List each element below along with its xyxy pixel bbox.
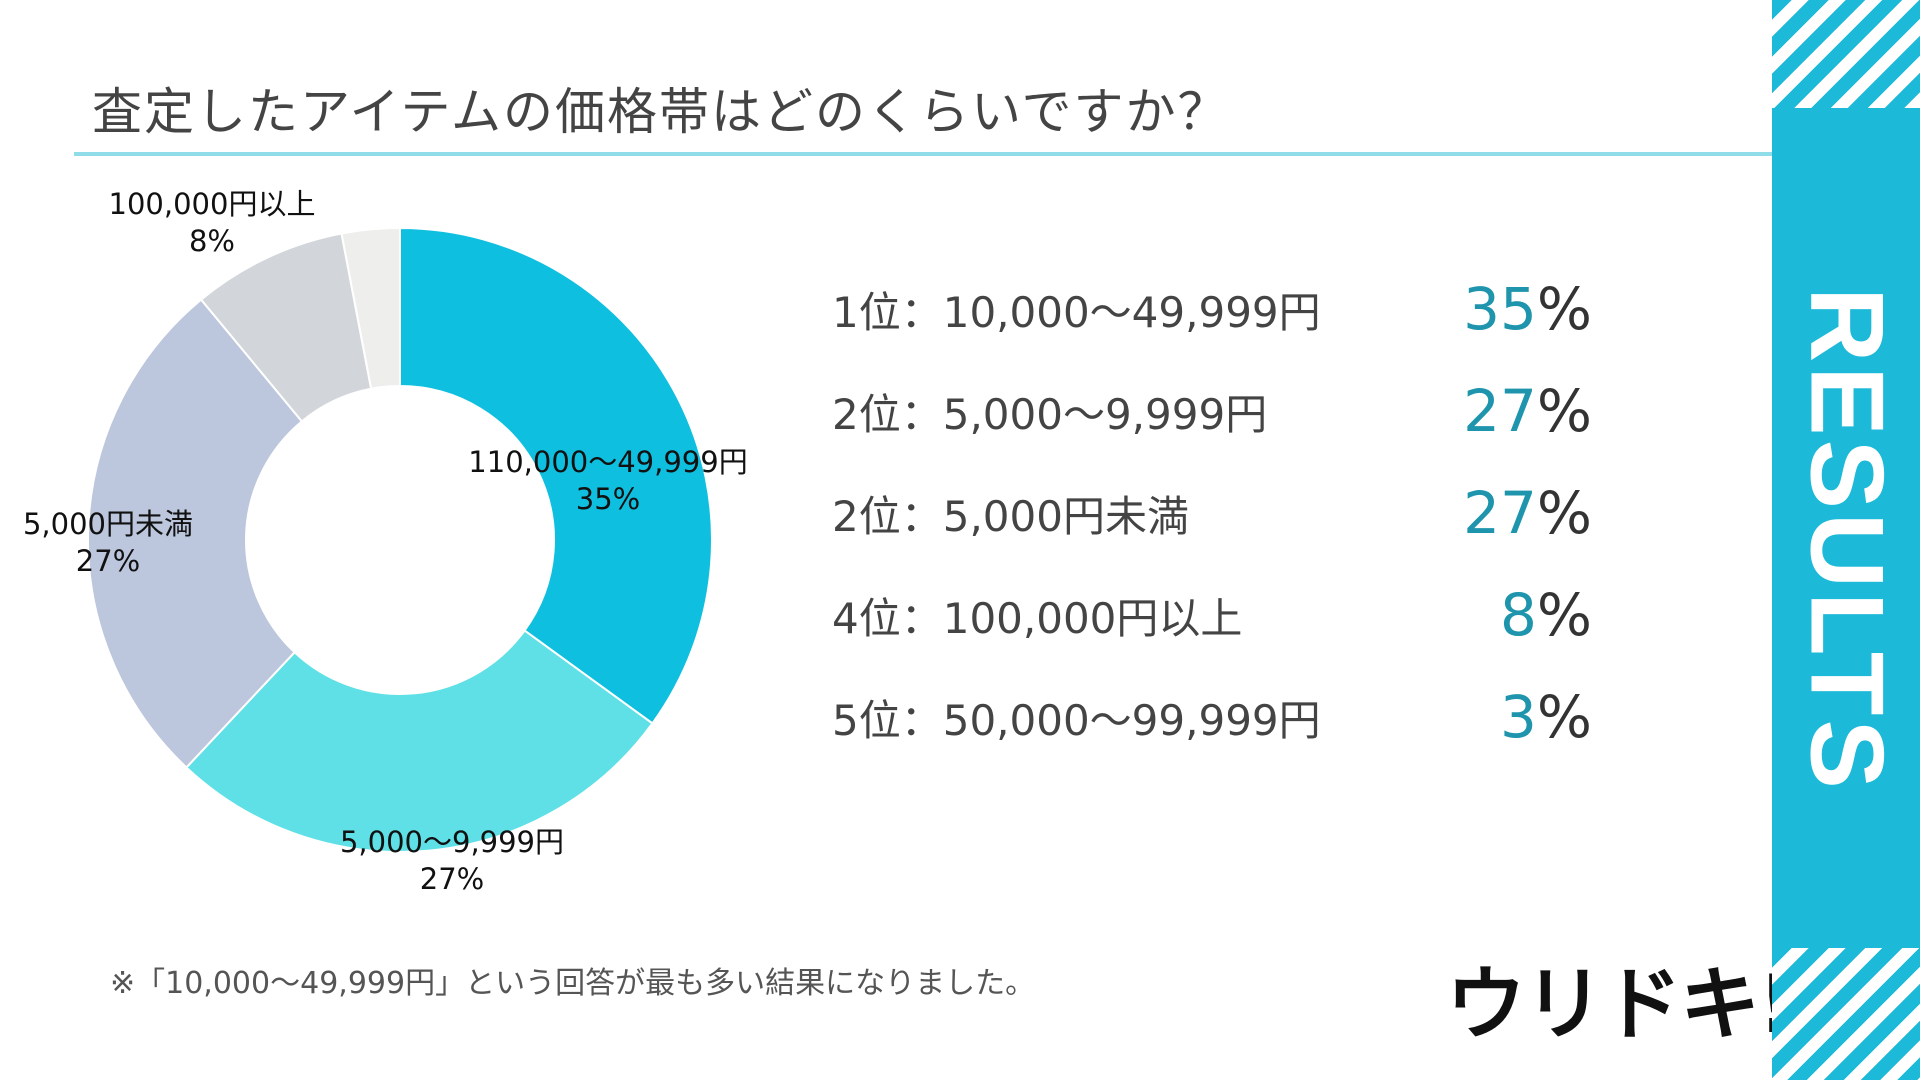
slice-percent-label: 27% [420, 862, 484, 896]
ranking-percent-value: 27 [1463, 377, 1537, 445]
pie-slice [87, 298, 304, 769]
ranking-label: 2位：5,000円未満 [832, 491, 1189, 541]
stripe-pattern-bottom [1772, 948, 1920, 1080]
results-sidebar: RESULTS [1772, 0, 1920, 1080]
percent-sign: % [1536, 581, 1592, 649]
slice-name-label: 110,000〜49,999円 [468, 445, 747, 479]
page-title: 査定したアイテムの価格帯はどのくらいですか？ [92, 83, 1230, 141]
ranking-row: 1位：10,000〜49,999円 35% [832, 258, 1612, 360]
ranking-percent: 3% [1500, 666, 1592, 768]
ranking-row: 4位：100,000円以上 8% [832, 564, 1612, 666]
title-divider [74, 152, 1772, 156]
slice-name-label: 100,000円以上 [109, 187, 316, 221]
ranking-percent-value: 8 [1499, 581, 1537, 649]
pie-slice [399, 226, 713, 725]
ranking-percent-value: 35 [1463, 275, 1537, 343]
ranking-percent: 35% [1463, 258, 1592, 360]
ranking-label: 5位：50,000〜99,999円 [832, 695, 1321, 745]
slice-percent-label: 8% [189, 224, 235, 258]
donut-chart: 110,000〜49,999円35%5,000〜9,999円27%5,000円未… [23, 187, 748, 896]
percent-sign: % [1536, 377, 1592, 445]
slice-name-label: 5,000〜9,999円 [340, 825, 564, 859]
ranking-row: 2位：5,000円未満 27% [832, 462, 1612, 564]
pie-slice [340, 226, 401, 390]
ranking-percent-value: 27 [1463, 479, 1537, 547]
ranking-row: 2位：5,000〜9,999円 27% [832, 360, 1612, 462]
ranking-percent: 27% [1463, 462, 1592, 564]
ranking-row: 5位：50,000〜99,999円 3% [832, 666, 1612, 768]
ranking-percent: 27% [1463, 360, 1592, 462]
percent-sign: % [1536, 479, 1592, 547]
footnote: ※「10,000〜49,999円」という回答が最も多い結果になりました。 [110, 966, 1036, 1001]
ranking-label: 1位：10,000〜49,999円 [832, 287, 1321, 337]
slice-percent-label: 27% [76, 544, 140, 578]
ranking-list: 1位：10,000〜49,999円 35% 2位：5,000〜9,999円 27… [832, 258, 1612, 768]
slice-percent-label: 35% [576, 482, 640, 516]
slice-name-label: 5,000円未満 [23, 507, 193, 541]
results-label: RESULTS [1788, 287, 1905, 793]
brand-logo: ウリドキ! [1446, 958, 1794, 1051]
percent-sign: % [1536, 683, 1592, 751]
percent-sign: % [1536, 275, 1592, 343]
ranking-label: 2位：5,000〜9,999円 [832, 389, 1268, 439]
ranking-percent-value: 3 [1499, 683, 1537, 751]
stripe-pattern-top [1772, 0, 1920, 108]
ranking-label: 4位：100,000円以上 [832, 593, 1243, 643]
ranking-percent: 8% [1500, 564, 1592, 666]
pie-slice [185, 629, 654, 853]
